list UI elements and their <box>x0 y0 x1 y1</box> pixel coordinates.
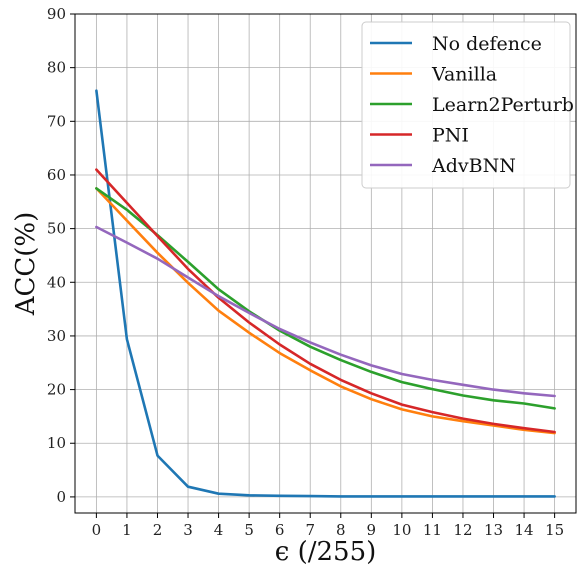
series-line <box>95 225 556 398</box>
x-tick-label: 10 <box>392 521 411 539</box>
series-lines <box>95 89 556 498</box>
y-tick-label: 80 <box>47 59 66 77</box>
x-axis-title: ϵ (/255) <box>275 537 377 567</box>
x-tick-label: 8 <box>336 521 346 539</box>
x-tick-label: 5 <box>244 521 254 539</box>
y-tick-label: 0 <box>56 488 66 506</box>
y-axis-ticks: 0 10 20 30 40 50 60 70 80 90 <box>47 5 75 506</box>
x-tick-label: 11 <box>423 521 442 539</box>
legend-label: No defence <box>432 33 542 55</box>
legend-label: Learn2Perturb <box>432 94 574 116</box>
legend-label: PNI <box>432 125 469 147</box>
y-tick-label: 60 <box>47 166 66 184</box>
series-line <box>95 187 556 410</box>
x-tick-label: 13 <box>484 521 503 539</box>
y-tick-label: 30 <box>47 327 66 345</box>
x-tick-label: 6 <box>275 521 285 539</box>
x-tick-label: 2 <box>153 521 163 539</box>
y-tick-label: 40 <box>47 273 66 291</box>
legend-label: Vanilla <box>431 64 497 86</box>
y-tick-label: 90 <box>47 5 66 23</box>
x-tick-label: 9 <box>367 521 377 539</box>
series-line <box>95 89 556 498</box>
plot-frame <box>74 13 577 514</box>
x-tick-label: 1 <box>122 521 132 539</box>
legend-label: AdvBNN <box>431 155 516 177</box>
y-tick-label: 10 <box>47 434 66 452</box>
x-tick-label: 3 <box>183 521 193 539</box>
y-axis-title: ACC(%) <box>11 212 41 317</box>
x-tick-label: 7 <box>305 521 315 539</box>
x-tick-label: 4 <box>214 521 224 539</box>
series-line <box>95 168 556 434</box>
legend: No defence Vanilla Learn2Perturb PNI AdvBNN <box>361 21 574 189</box>
x-tick-label: 14 <box>515 521 534 539</box>
x-tick-label: 12 <box>453 521 472 539</box>
y-tick-label: 50 <box>47 220 66 238</box>
x-tick-label: 0 <box>92 521 102 539</box>
legend-box <box>361 21 571 189</box>
x-tick-label: 15 <box>545 521 564 539</box>
y-tick-label: 70 <box>47 112 66 130</box>
y-tick-label: 20 <box>47 381 66 399</box>
x-axis-ticks: 0 1 2 3 4 5 6 7 8 9 10 11 12 13 14 15 <box>92 513 564 539</box>
